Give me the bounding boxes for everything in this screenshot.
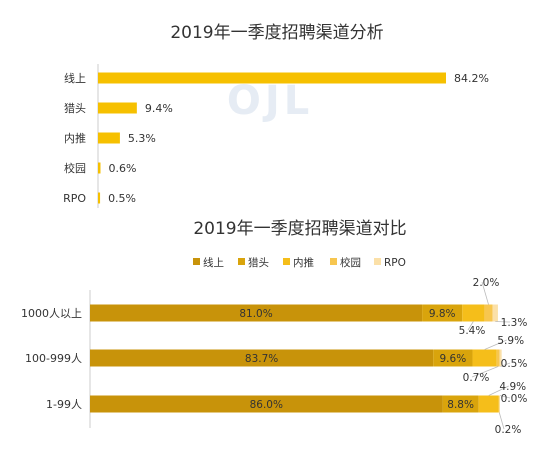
chart-2-leader-line (484, 339, 507, 350)
chart-2-leader-line (471, 366, 499, 378)
chart-2-leader-line (467, 321, 474, 331)
chart-2-bar-segment (499, 349, 502, 367)
chart-2-bar-segment (90, 349, 434, 367)
chart-2-category-label: 1000人以上 (21, 307, 82, 320)
chart-2-data-label: 5.9% (497, 335, 524, 347)
chart-2-bar-segment (498, 395, 500, 413)
chart-2-leader-line (481, 281, 489, 305)
chart-1-data-label: 0.5% (108, 192, 136, 205)
legend-label: 内推 (293, 256, 314, 269)
legend-label: 猎头 (248, 256, 269, 269)
legend-label: 校园 (340, 256, 361, 269)
chart-2-bar-segment (496, 349, 500, 367)
chart-2-bar-segment (492, 304, 498, 322)
chart-2-data-label: 0.2% (495, 424, 522, 436)
chart-1-bar (98, 132, 120, 144)
legend-label: RPO (384, 257, 406, 269)
chart-2-bar-segment (478, 395, 499, 413)
chart-2-category-label: 100-999人 (25, 352, 82, 365)
legend-label: 线上 (203, 256, 224, 269)
chart-2-bar-segment (472, 349, 497, 367)
chart-1-data-label: 84.2% (454, 72, 489, 85)
chart-2-bar-segment (433, 349, 473, 367)
chart-2-data-label: 9.6% (440, 353, 467, 365)
chart-2-data-label: 0.7% (463, 372, 490, 384)
chart-2-data-label: 9.8% (429, 308, 456, 320)
legend-swatch (330, 258, 337, 265)
chart-2-data-label: 0.5% (501, 358, 528, 370)
chart-2-title: 2019年一季度招聘渠道对比 (193, 219, 406, 239)
chart-1-data-label: 5.3% (128, 132, 156, 145)
chart-2-leader-line (499, 395, 511, 399)
chart-1-category-label: 内推 (64, 131, 86, 145)
chart-1-category-label: 猎头 (64, 101, 86, 115)
chart-2-data-label: 83.7% (245, 353, 278, 365)
legend-swatch (283, 258, 290, 265)
chart-2-data-label: 8.8% (447, 399, 474, 411)
legend-swatch (193, 258, 200, 265)
chart-2-data-label: 81.0% (239, 308, 272, 320)
chart-1-bar (98, 192, 101, 204)
chart-2-data-label: 2.0% (473, 277, 500, 289)
chart-2-data-label: 0.0% (501, 393, 528, 405)
chart-2-bar-segment (422, 304, 463, 322)
chart-2-leader-line (495, 321, 511, 323)
chart-2-bar-segment (484, 304, 493, 322)
chart-1-data-label: 9.4% (145, 102, 173, 115)
chart-1-bar (98, 162, 101, 174)
legend-swatch (238, 258, 245, 265)
legend-swatch (374, 258, 381, 265)
chart-2-data-label: 5.4% (459, 325, 486, 337)
chart-1-category-label: 线上 (64, 71, 86, 85)
chart-1-data-label: 0.6% (108, 162, 136, 175)
chart-2-data-label: 4.9% (499, 381, 526, 393)
chart-2-category-label: 1-99人 (46, 398, 82, 411)
chart-2-leader-line (500, 362, 511, 367)
chart-1-category-label: 校园 (64, 161, 86, 175)
watermark: OJL (227, 78, 313, 124)
chart-2-bar-segment (442, 395, 479, 413)
chart-2-bar-segment (90, 395, 443, 413)
chart-2-leader-line (488, 385, 509, 396)
chart-2-data-label: 86.0% (250, 399, 283, 411)
chart-1-bar (98, 72, 446, 84)
chart-1-title: 2019年一季度招聘渠道分析 (170, 23, 383, 43)
chart-2-data-label: 1.3% (501, 317, 528, 329)
chart-2-bar-segment (462, 304, 485, 322)
chart-1-bar (98, 102, 137, 114)
chart-2-leader-line (498, 412, 505, 430)
chart-2-bar-segment (90, 304, 423, 322)
chart-1-category-label: RPO (63, 192, 86, 205)
